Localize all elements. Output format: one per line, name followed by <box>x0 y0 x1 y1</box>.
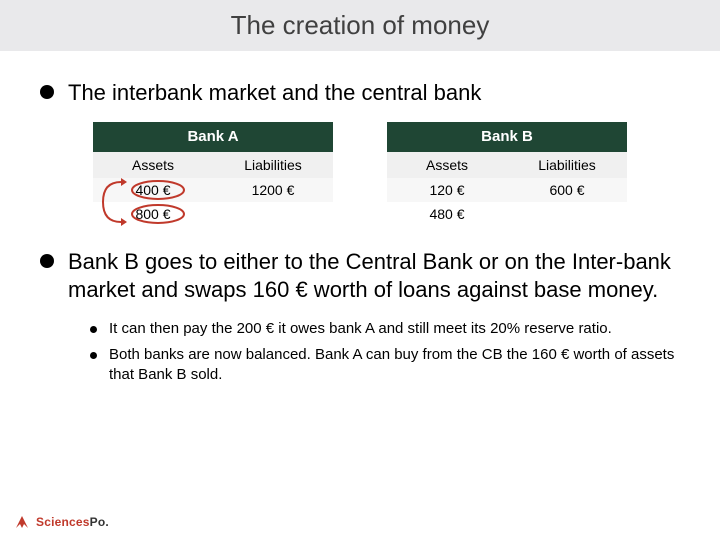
logo-text: SciencesPo. <box>36 515 109 529</box>
bullet-icon <box>90 352 97 359</box>
bullet-icon <box>40 254 54 268</box>
bullet-icon <box>90 326 97 333</box>
bank-b-r0-liab: 600 € <box>507 178 627 202</box>
bank-a-liab-header: Liabilities <box>213 151 333 178</box>
table-row: 480 € <box>387 202 627 226</box>
bank-b-table: Bank B Assets Liabilities 120 € 600 € 48… <box>387 122 627 226</box>
bank-a-wrap: Bank A Assets Liabilities 400 € <box>93 122 333 226</box>
bank-b-assets-header: Assets <box>387 151 507 178</box>
bullet-icon <box>40 85 54 99</box>
bank-a-r1-assets: 800 € <box>93 202 213 226</box>
bullet-2-text: Bank B goes to either to the Central Ban… <box>68 248 680 305</box>
table-row: 400 € 1200 € <box>93 178 333 202</box>
bullet-1: The interbank market and the central ban… <box>40 79 680 108</box>
logo-sci: Sciences <box>36 515 90 529</box>
bank-a-r1-assets-val: 800 € <box>135 206 170 222</box>
bank-a-table: Bank A Assets Liabilities 400 € <box>93 122 333 226</box>
bank-a-name: Bank A <box>93 122 333 152</box>
table-row: 800 € <box>93 202 333 226</box>
bank-a-r1-liab <box>213 202 333 226</box>
tables-wrap: Bank A Assets Liabilities 400 € <box>40 122 680 226</box>
bank-b-wrap: Bank B Assets Liabilities 120 € 600 € 48… <box>387 122 627 226</box>
table-row: 120 € 600 € <box>387 178 627 202</box>
bank-a-r0-liab: 1200 € <box>213 178 333 202</box>
sub-bullet-2-text: Both banks are now balanced. Bank A can … <box>109 345 680 386</box>
sub-bullet-1: It can then pay the 200 € it owes bank A… <box>90 319 680 339</box>
bank-b-r1-liab <box>507 202 627 226</box>
title-bar: The creation of money <box>0 0 720 51</box>
bank-a-r0-assets-val: 400 € <box>135 182 170 198</box>
bank-b-name: Bank B <box>387 122 627 152</box>
page-title: The creation of money <box>0 10 720 41</box>
sub-bullet-list: It can then pay the 200 € it owes bank A… <box>90 319 680 386</box>
content-area: The interbank market and the central ban… <box>0 51 720 386</box>
sciencespo-logo-icon <box>14 514 30 530</box>
logo-po: Po. <box>90 515 109 529</box>
footer-logo: SciencesPo. <box>14 514 109 530</box>
bank-b-r0-assets: 120 € <box>387 178 507 202</box>
bank-b-r1-assets: 480 € <box>387 202 507 226</box>
sub-bullet-2: Both banks are now balanced. Bank A can … <box>90 345 680 386</box>
bullet-2: Bank B goes to either to the Central Ban… <box>40 248 680 305</box>
bullet-1-text: The interbank market and the central ban… <box>68 79 481 108</box>
sub-bullet-1-text: It can then pay the 200 € it owes bank A… <box>109 319 612 339</box>
bank-a-r0-assets: 400 € <box>93 178 213 202</box>
slide: The creation of money The interbank mark… <box>0 0 720 540</box>
bank-b-liab-header: Liabilities <box>507 151 627 178</box>
bank-a-assets-header: Assets <box>93 151 213 178</box>
